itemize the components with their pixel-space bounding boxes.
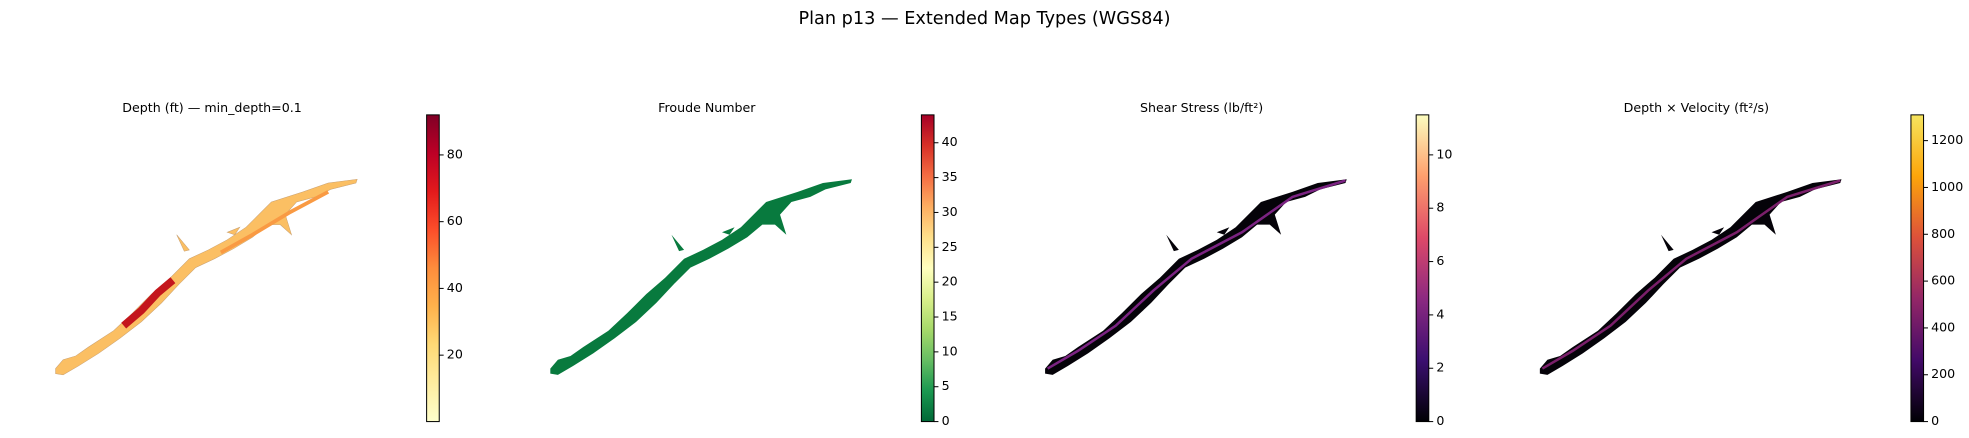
colorbar-tick-label: 20: [942, 274, 958, 289]
colorbar-tick-label: 60: [447, 213, 463, 228]
colorbar-tick-label: 10: [1436, 146, 1452, 161]
colorbar-tick-label: 1200: [1931, 132, 1963, 147]
panel-title: Depth (ft) — min_depth=0.1: [122, 100, 301, 115]
map-shape: [54, 178, 358, 376]
colorbar: [1910, 114, 1925, 423]
colorbar-tick-label: 200: [1931, 366, 1955, 381]
colorbar-tick-label: 6: [1436, 253, 1444, 268]
colorbar-tick-label: 20: [447, 347, 463, 362]
colorbar: [426, 114, 440, 423]
panel-title: Froude Number: [658, 100, 756, 115]
colorbar-tick-label: 5: [942, 378, 950, 393]
panel-title: Shear Stress (lb/ft²): [1140, 100, 1263, 115]
colorbar-tick-label: 0: [1931, 413, 1939, 428]
colorbar-tick-label: 1000: [1931, 179, 1963, 194]
colorbar-tick-label: 15: [942, 309, 958, 324]
colorbar-tick-label: 25: [942, 239, 958, 254]
colorbar-tick-label: 40: [447, 280, 463, 295]
map-shape: [550, 179, 852, 375]
colorbar-tick-label: 400: [1931, 319, 1955, 334]
colorbar-tick-label: 800: [1931, 226, 1955, 241]
colorbar-tick-label: 600: [1931, 273, 1955, 288]
colorbar-tick-label: 2: [1436, 360, 1444, 375]
map-shape: [1539, 179, 1842, 375]
map-shape: [1045, 179, 1347, 375]
colorbar-tick-label: 40: [942, 134, 958, 149]
panel-title: Depth × Velocity (ft²/s): [1624, 100, 1769, 115]
colorbar: [1415, 114, 1430, 423]
colorbar-tick-label: 8: [1436, 200, 1444, 215]
colorbar-tick-label: 35: [942, 169, 958, 184]
colorbar-tick-label: 0: [1436, 413, 1444, 428]
colorbar-tick-label: 10: [942, 343, 958, 358]
colorbar: [920, 114, 935, 423]
colorbar-tick-label: 4: [1436, 306, 1444, 321]
colorbar-tick-label: 80: [447, 146, 463, 161]
colorbar-tick-label: 0: [942, 413, 950, 428]
colorbar-tick-label: 30: [942, 204, 958, 219]
figure-title: Plan p13 — Extended Map Types (WGS84): [798, 9, 1170, 29]
